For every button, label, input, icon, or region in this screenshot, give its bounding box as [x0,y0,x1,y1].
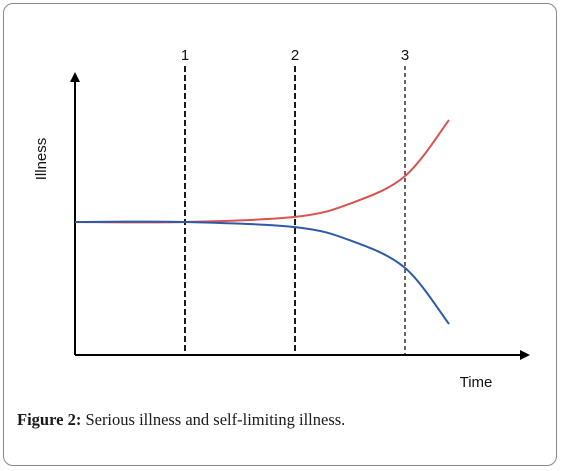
caption-lead: Figure 2: [17,410,82,429]
serious-illness-curve [74,119,450,224]
series-layer [74,119,450,325]
self-limiting-illness-curve [74,220,450,325]
time-marker-label-2: 2 [291,47,299,64]
y-axis-label: Illness [33,138,50,181]
caption-text: Serious illness and self-limiting illnes… [81,410,346,429]
figure-frame [3,3,557,466]
x-axis-label: Time [460,374,493,391]
time-marker-label-3: 3 [401,47,409,64]
time-markers: 1 2 3 [181,47,409,356]
time-marker-label-1: 1 [181,47,189,64]
figure-caption: Figure 2: Serious illness and self-limit… [17,410,345,430]
